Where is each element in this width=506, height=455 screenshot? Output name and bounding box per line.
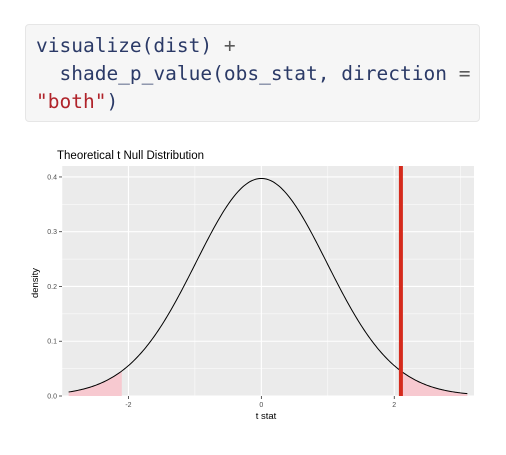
code-block: visualize(dist) + shade_p_value(obs_stat… bbox=[25, 24, 480, 122]
y-tick-label: 0.0 bbox=[47, 394, 57, 401]
shaded-region-right-tail bbox=[400, 370, 468, 396]
code-arg-obs-stat: obs_stat, bbox=[223, 62, 330, 85]
code-paren-open: ( bbox=[212, 62, 224, 85]
code-arg-dist: dist bbox=[153, 34, 201, 57]
code-indent bbox=[36, 62, 59, 85]
code-param-direction: direction bbox=[341, 62, 447, 85]
code-line-1: visualize(dist) + bbox=[36, 32, 236, 60]
y-axis-label: density bbox=[30, 268, 41, 298]
code-string-both: "both" bbox=[36, 90, 107, 113]
plot-area: -2 0 2 0.0 0.1 0.2 0.3 0.4 bbox=[47, 166, 474, 409]
code-line-2: shade_p_value(obs_stat, direction = bbox=[36, 60, 470, 88]
y-tick-label: 0.4 bbox=[47, 174, 57, 181]
y-tick-label: 0.1 bbox=[47, 339, 57, 346]
code-fn-shade-p-value: shade_p_value bbox=[59, 62, 213, 85]
plot-panel-background bbox=[62, 166, 474, 396]
code-equals: = bbox=[446, 62, 471, 85]
x-tick-label: 2 bbox=[392, 402, 396, 409]
code-space bbox=[330, 62, 342, 85]
y-tick-label: 0.2 bbox=[47, 284, 57, 291]
code-plus-operator: + bbox=[212, 34, 236, 57]
x-axis-label: t stat bbox=[256, 411, 277, 422]
chart-title: Theoretical t Null Distribution bbox=[57, 150, 204, 162]
t-distribution-chart: Theoretical t Null Distribution -2 0 2 0.0 0… bbox=[30, 150, 474, 422]
code-fn-visualize: visualize bbox=[36, 34, 142, 57]
y-tick-label: 0.3 bbox=[47, 229, 57, 236]
code-line-3: "both") bbox=[36, 88, 118, 116]
code-paren-close: ) bbox=[106, 90, 119, 113]
code-paren-open: ( bbox=[141, 34, 154, 57]
x-tick-label: -2 bbox=[125, 402, 131, 409]
code-paren-close: ) bbox=[200, 34, 213, 57]
x-tick-label: 0 bbox=[259, 402, 263, 409]
